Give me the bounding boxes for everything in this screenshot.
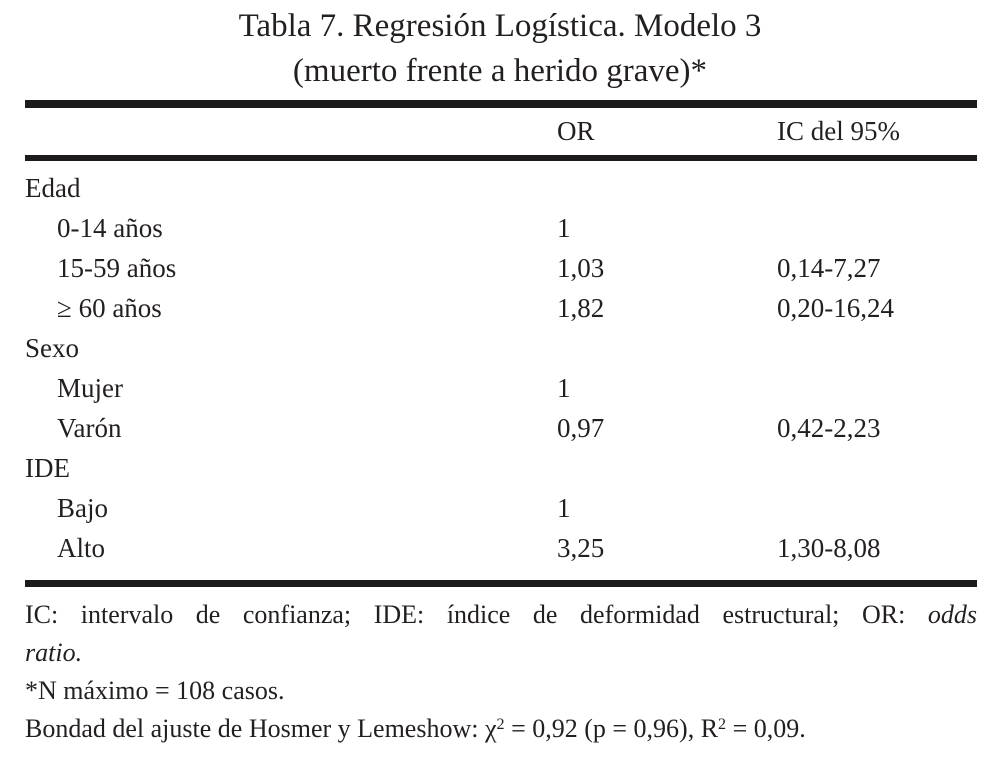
ic-value — [777, 168, 977, 208]
abbreviations-note-line2: ratio. — [25, 634, 977, 672]
or-value: 1 — [557, 373, 571, 403]
or-value: 1 — [557, 213, 571, 243]
abbreviations-note-line1: IC: intervalo de confianza; IDE: índice … — [25, 596, 977, 634]
abbreviations-note-text: IC: intervalo de confianza; IDE: índice … — [25, 600, 906, 629]
row-label: IDE — [25, 453, 70, 483]
table-footnotes: IC: intervalo de confianza; IDE: índice … — [25, 587, 977, 748]
row-label: Varón — [57, 413, 122, 443]
table-row-group-sexo: Sexo — [25, 328, 977, 368]
goodness-of-fit-note: Bondad del ajuste de Hosmer y Lemeshow: … — [25, 710, 977, 748]
table-title-line1: Tabla 7. Regresión Logística. Modelo 3 — [238, 8, 762, 44]
column-header-ic: IC del 95% — [777, 116, 900, 146]
ic-value: 0,20-16,24 — [777, 293, 894, 323]
table-header-row: OR IC del 95% — [25, 108, 977, 155]
ic-value: 0,14-7,27 — [777, 253, 881, 283]
ic-value — [777, 488, 977, 528]
row-label: Edad — [25, 173, 81, 203]
or-value: 1 — [557, 493, 571, 523]
table-row: Varón 0,97 0,42-2,23 — [25, 408, 977, 448]
or-value: 3,25 — [557, 533, 605, 563]
fit-note-part1: Bondad del ajuste de Hosmer y Lemeshow: … — [25, 714, 497, 743]
table-row: Mujer 1 — [25, 368, 977, 408]
ic-value — [777, 208, 977, 248]
ic-value: 0,42-2,23 — [777, 413, 881, 443]
or-value: 0,97 — [557, 413, 605, 443]
table-title: Tabla 7. Regresión Logística. Modelo 3 (… — [0, 0, 1000, 94]
or-value: 1,03 — [557, 253, 605, 283]
table-title-line2: (muerto frente a herido grave)* — [292, 53, 708, 89]
or-value — [557, 328, 777, 368]
fit-note-part2: = 0,92 (p = 0,96), R — [504, 714, 719, 743]
or-value — [557, 448, 777, 488]
or-value — [557, 168, 777, 208]
table-row: ≥ 60 años 1,82 0,20-16,24 — [25, 288, 977, 328]
r-squared-exponent: 2 — [718, 715, 727, 733]
fit-note-part3: = 0,09. — [726, 714, 806, 743]
top-rule — [25, 100, 977, 108]
abbreviations-note-italic: odds — [927, 600, 978, 629]
table-body: Edad 0-14 años 1 15-59 años 1,03 0,14-7,… — [25, 161, 977, 580]
row-label: Alto — [57, 533, 106, 563]
ic-value — [777, 368, 977, 408]
table-row: 0-14 años 1 — [25, 208, 977, 248]
abbreviations-note-italic2: ratio. — [25, 638, 83, 667]
table-row: Bajo 1 — [25, 488, 977, 528]
chi-squared-exponent: 2 — [496, 715, 505, 733]
table-row-group-ide: IDE — [25, 448, 977, 488]
sample-size-note: *N máximo = 108 casos. — [25, 676, 285, 705]
ic-value — [777, 448, 977, 488]
table-row: 15-59 años 1,03 0,14-7,27 — [25, 248, 977, 288]
ic-value — [777, 328, 977, 368]
table-row-group-edad: Edad — [25, 168, 977, 208]
ic-value: 1,30-8,08 — [777, 533, 881, 563]
bottom-rule — [25, 580, 977, 587]
row-label: 0-14 años — [57, 213, 163, 243]
row-label: Bajo — [57, 493, 108, 523]
row-label: ≥ 60 años — [57, 293, 162, 323]
row-label: Mujer — [57, 373, 123, 403]
header-rule — [25, 155, 977, 161]
row-label: 15-59 años — [57, 253, 177, 283]
column-header-or: OR — [557, 116, 595, 146]
row-label: Sexo — [25, 333, 79, 363]
table-row: Alto 3,25 1,30-8,08 — [25, 528, 977, 568]
or-value: 1,82 — [557, 293, 605, 323]
